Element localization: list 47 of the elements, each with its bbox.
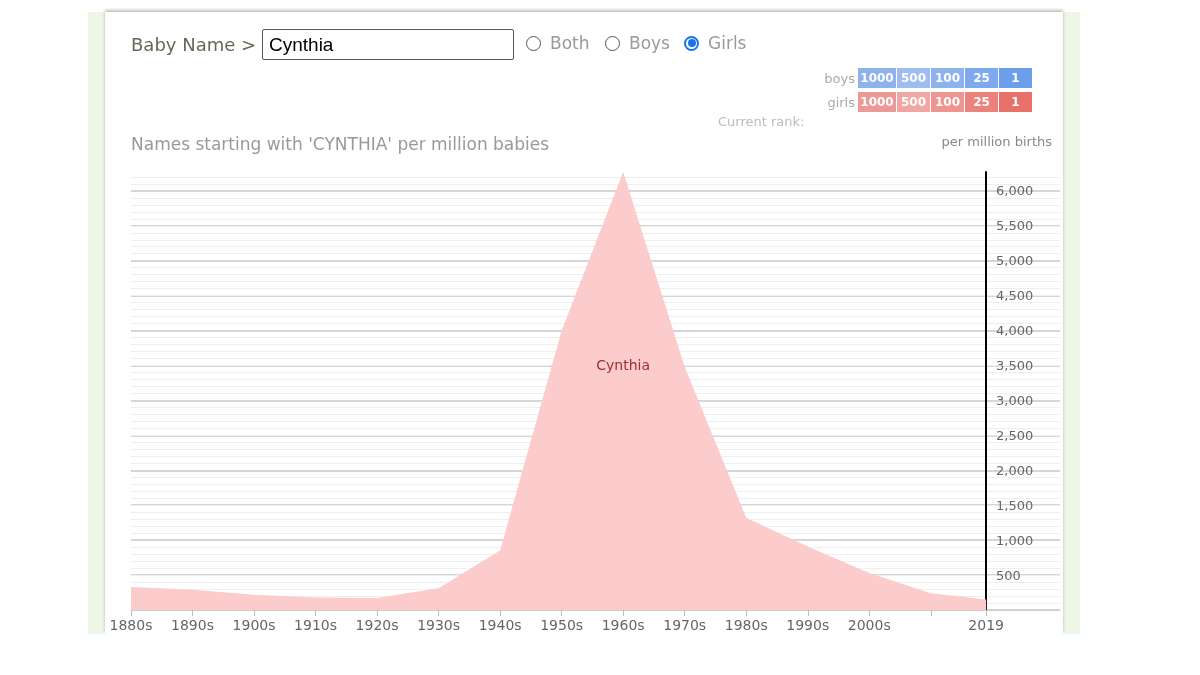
text: Baby Name > bbox=[131, 34, 257, 55]
y-tick-label: 3,500 bbox=[996, 358, 1034, 373]
chart-title: Names starting with 'CYNTHIA' per million babies bbox=[131, 134, 550, 154]
y-tick-label: 5,000 bbox=[996, 253, 1034, 269]
x-tick-label: 1990s bbox=[786, 617, 830, 633]
x-tick-label: 1980s bbox=[724, 617, 768, 633]
text: Boys bbox=[628, 33, 670, 53]
y-tick-label: 6,000 bbox=[996, 183, 1034, 199]
y-tick-label: 4,500 bbox=[996, 288, 1034, 304]
text: 500 bbox=[897, 92, 930, 112]
x-tick-label: 1950s bbox=[540, 617, 584, 633]
x-tick-label: 1890s bbox=[171, 617, 214, 633]
x-tick-label: 2000s bbox=[847, 617, 891, 633]
text: 25 bbox=[965, 92, 998, 112]
text: 100 bbox=[931, 92, 964, 112]
text: 1 bbox=[999, 92, 1032, 112]
y-tick-label: 2,500 bbox=[996, 427, 1034, 443]
x-tick-label: 1960s bbox=[601, 617, 645, 633]
y-tick-label: 2,000 bbox=[996, 462, 1034, 478]
y-axis-title: per million births bbox=[941, 134, 1052, 149]
y-tick-label: 3,000 bbox=[996, 392, 1034, 408]
y-tick-label: 5,500 bbox=[996, 218, 1034, 234]
text: 1000 bbox=[858, 92, 896, 112]
text: boys bbox=[823, 70, 855, 86]
name-field: Cynthia bbox=[262, 29, 514, 60]
text: Girls bbox=[707, 33, 747, 53]
x-tick-label: 1900s bbox=[232, 617, 276, 633]
x-tick-label: 1940s bbox=[478, 617, 522, 633]
y-tick-label: 500 bbox=[996, 567, 1021, 583]
y-tick-label: 1,000 bbox=[996, 532, 1034, 548]
y-tick-label: 1,500 bbox=[996, 497, 1034, 513]
series-label: Cynthia bbox=[596, 356, 651, 373]
text: 1 bbox=[999, 68, 1032, 88]
text: 1000 bbox=[858, 68, 896, 88]
x-tick-label: 1970s bbox=[663, 617, 707, 633]
text: 500 bbox=[897, 68, 930, 88]
x-tick-label: 1920s bbox=[355, 617, 399, 633]
text: Current rank: bbox=[718, 114, 805, 129]
text: girls bbox=[826, 94, 855, 110]
text: 100 bbox=[931, 68, 964, 88]
text: Both bbox=[549, 33, 590, 53]
x-tick-label: 1880s bbox=[109, 617, 153, 633]
x-tick-label: 1910s bbox=[294, 617, 338, 633]
x-tick-label: 1930s bbox=[417, 617, 461, 633]
y-tick-label: 4,000 bbox=[996, 323, 1034, 339]
x-tick-label: 2019 bbox=[968, 617, 1004, 633]
text: 25 bbox=[965, 68, 998, 88]
